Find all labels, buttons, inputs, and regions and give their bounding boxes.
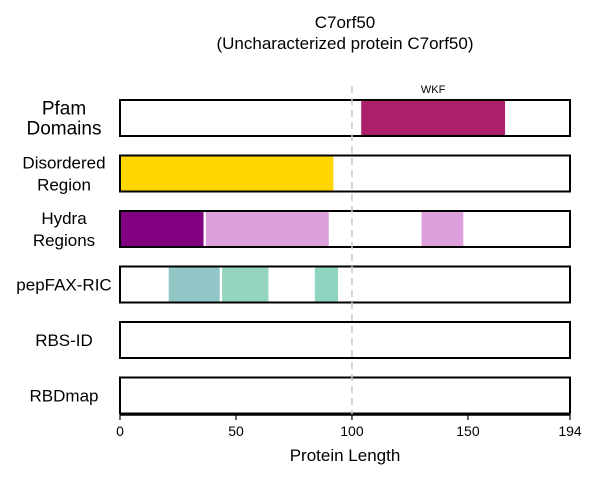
- x-tick-label: 0: [116, 423, 124, 439]
- track-frame: [119, 99, 571, 137]
- track-label-line: Disordered: [22, 153, 105, 172]
- track-5: RBDmap: [30, 376, 571, 415]
- track-2: Hydra Regions: [33, 209, 571, 250]
- segment-bar: [361, 100, 506, 136]
- track-3: pepFAX-RIC: [16, 265, 571, 304]
- track-label-line: Pfam: [42, 99, 86, 120]
- track-frame: [119, 154, 571, 193]
- track-4: RBS-ID: [35, 321, 571, 359]
- track-label-line: Regions: [33, 231, 95, 250]
- x-tick-label: 194: [558, 423, 582, 439]
- track-label-line: pepFAX-RIC: [16, 275, 111, 294]
- segment-annotation: WKF: [421, 84, 446, 96]
- track-label-line: RBDmap: [30, 386, 99, 405]
- track-frame: [119, 265, 571, 304]
- x-tick-label: 100: [340, 423, 364, 439]
- track-label-line: RBS-ID: [35, 331, 93, 350]
- track-1: Disordered Region: [22, 153, 571, 194]
- track-label-line: Hydra: [41, 209, 87, 228]
- track-label: pepFAX-RIC: [16, 275, 111, 294]
- segment-bar: [168, 266, 220, 303]
- track-label-line: Region: [37, 175, 91, 194]
- track-label: RBDmap: [30, 386, 99, 405]
- chart-title: C7orf50 (Uncharacterized protein C7orf50): [216, 13, 473, 53]
- segment-bar: [120, 211, 204, 247]
- segment-bar: [421, 211, 464, 247]
- segment-bar: [222, 266, 269, 303]
- track-frame: [119, 376, 571, 415]
- track-0: WKF Pfam Domains: [27, 84, 571, 140]
- x-axis-title: Protein Length: [290, 446, 401, 465]
- track-label: Pfam Domains: [27, 99, 102, 140]
- track-label-line: Domains: [27, 119, 102, 140]
- segment-bar: [205, 211, 329, 247]
- track-frame: [119, 210, 571, 248]
- chart-title-line: C7orf50: [315, 13, 375, 32]
- segment-bar: [314, 266, 339, 303]
- track-label: Hydra Regions: [33, 209, 95, 250]
- x-tick-label: 150: [456, 423, 480, 439]
- chart-title-line: (Uncharacterized protein C7orf50): [216, 34, 473, 53]
- segment-bar: [120, 155, 334, 192]
- track-label: Disordered Region: [22, 153, 105, 194]
- x-tick-label: 50: [228, 423, 244, 439]
- track-label: RBS-ID: [35, 331, 93, 350]
- track-frame: [119, 321, 571, 359]
